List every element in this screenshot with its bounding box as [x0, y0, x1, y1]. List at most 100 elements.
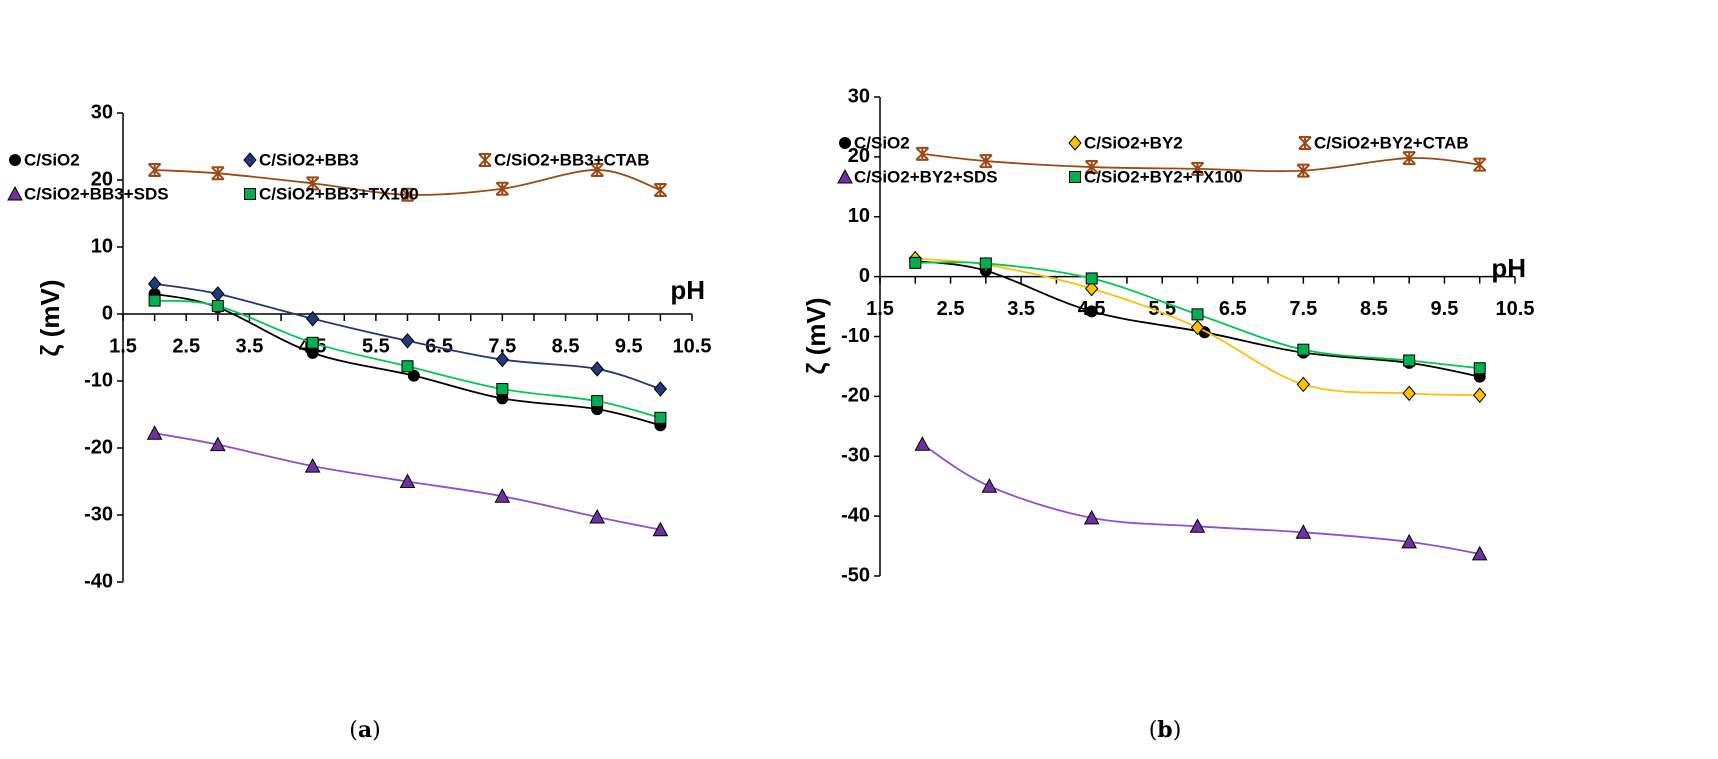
data-point — [306, 310, 320, 327]
series-c-sio2-bb3-ctab — [147, 162, 668, 202]
data-point — [653, 183, 668, 198]
x-tick-label: 9.5 — [615, 335, 643, 357]
y-tick-label: 0 — [102, 302, 113, 324]
legend-marker-asterisk-icon — [1298, 136, 1312, 150]
data-point — [1296, 163, 1311, 178]
y-axis-label: ζ (mV) — [801, 298, 831, 375]
data-point — [401, 360, 414, 373]
data-point — [591, 395, 604, 408]
caption-letter: a — [358, 717, 372, 743]
panel-caption: (a) — [349, 717, 380, 743]
data-point — [1401, 533, 1418, 549]
chart-b: 3020100-10-20-30-40-501.52.53.54.55.56.5… — [801, 85, 1535, 743]
legend-label: C/SiO2+BB3+TX100 — [259, 184, 419, 203]
series-c-sio2-by2-tx100 — [909, 256, 1486, 375]
data-point — [981, 478, 998, 493]
caption-letter: b — [1157, 717, 1172, 743]
data-point — [979, 154, 993, 169]
data-point — [305, 176, 320, 191]
data-point — [148, 294, 161, 307]
y-tick-label: 30 — [91, 101, 113, 123]
x-tick-label: 7.5 — [1289, 298, 1317, 320]
y-tick-label: 10 — [91, 235, 113, 257]
legend-marker-circle-icon — [839, 137, 851, 149]
data-point — [1403, 354, 1416, 367]
data-point — [211, 286, 225, 302]
data-point — [1473, 387, 1487, 403]
y-tick-label: -30 — [841, 445, 870, 467]
data-point — [211, 166, 225, 181]
data-point — [1296, 376, 1310, 393]
x-tick-label: 2.5 — [172, 335, 200, 357]
data-point — [304, 458, 321, 473]
legend-marker-diamond-icon — [243, 152, 257, 168]
data-point — [496, 392, 509, 405]
legend-label: C/SiO2+BB3+CTAB — [494, 150, 650, 169]
x-tick-label: 6.5 — [1219, 298, 1247, 320]
data-point — [1191, 308, 1204, 321]
data-point — [399, 473, 416, 488]
data-point — [1085, 305, 1098, 318]
legend-marker-asterisk-icon — [478, 153, 492, 167]
data-point — [146, 425, 163, 440]
legend-item: C/SiO2 — [839, 133, 910, 152]
data-point — [590, 162, 604, 177]
data-point — [1085, 280, 1099, 297]
legend-item: C/SiO2+BY2+CTAB — [1298, 133, 1469, 152]
series-line — [921, 443, 1480, 555]
data-point — [654, 411, 667, 424]
legend-item: C/SiO2+BB3 — [243, 150, 359, 169]
data-point — [147, 162, 162, 177]
chart-a: 3020100-10-20-30-401.52.53.54.55.56.57.5… — [7, 101, 712, 743]
y-tick-label: -40 — [841, 504, 870, 526]
data-point — [1473, 157, 1487, 172]
x-tick-label: 3.5 — [1007, 298, 1035, 320]
legend-label: C/SiO2+BY2+TX100 — [1084, 167, 1243, 186]
data-point — [1084, 160, 1099, 175]
x-tick-label: 7.5 — [488, 335, 516, 357]
y-tick-label: 20 — [91, 168, 113, 190]
data-point — [494, 488, 511, 503]
y-tick-label: -30 — [84, 503, 113, 525]
x-tick-label: 3.5 — [236, 335, 264, 357]
legend-item: C/SiO2+BB3+CTAB — [478, 150, 650, 169]
data-point — [495, 181, 510, 196]
series-c-sio2-by2-ctab — [915, 146, 1487, 178]
x-tick-label: 1.5 — [109, 335, 137, 357]
legend-item: C/SiO2+BB3+SDS — [7, 184, 169, 203]
data-point — [496, 383, 509, 396]
legend-label: C/SiO2+BB3 — [259, 150, 359, 169]
data-point — [1402, 385, 1416, 402]
x-axis-label: pH — [670, 275, 705, 305]
legend-item: C/SiO2+BY2+TX100 — [1069, 167, 1243, 186]
data-point — [1297, 343, 1310, 356]
series-c-sio2-bb3 — [147, 276, 668, 397]
data-point — [1402, 151, 1416, 166]
series-c-sio2-bb3-sds — [146, 425, 669, 537]
data-point — [306, 346, 319, 359]
y-tick-label: 20 — [848, 145, 870, 167]
data-point — [400, 333, 415, 349]
legend-marker-diamond-icon — [1068, 135, 1082, 151]
y-tick-label: -40 — [84, 570, 113, 592]
y-tick-label: 0 — [859, 265, 870, 287]
x-axis-label: pH — [1491, 253, 1526, 283]
legend-item: C/SiO2 — [9, 150, 80, 169]
data-point — [1190, 319, 1205, 336]
legend-marker-triangle-icon — [7, 185, 23, 201]
data-point — [653, 381, 668, 397]
x-tick-label: 10.5 — [673, 335, 712, 357]
panel-caption: (b) — [1149, 717, 1182, 743]
x-tick-label: 6.5 — [425, 335, 453, 357]
legend-label: C/SiO2+BY2+CTAB — [1314, 133, 1469, 152]
x-tick-label: 8.5 — [1360, 298, 1388, 320]
data-point — [914, 436, 931, 451]
data-point — [1473, 362, 1486, 375]
data-point — [1471, 545, 1488, 561]
data-point — [1085, 272, 1098, 285]
x-tick-label: 5.5 — [362, 335, 390, 357]
data-point — [147, 276, 162, 292]
data-point — [1189, 518, 1206, 533]
data-point — [909, 256, 922, 269]
y-tick-label: -10 — [841, 325, 870, 347]
